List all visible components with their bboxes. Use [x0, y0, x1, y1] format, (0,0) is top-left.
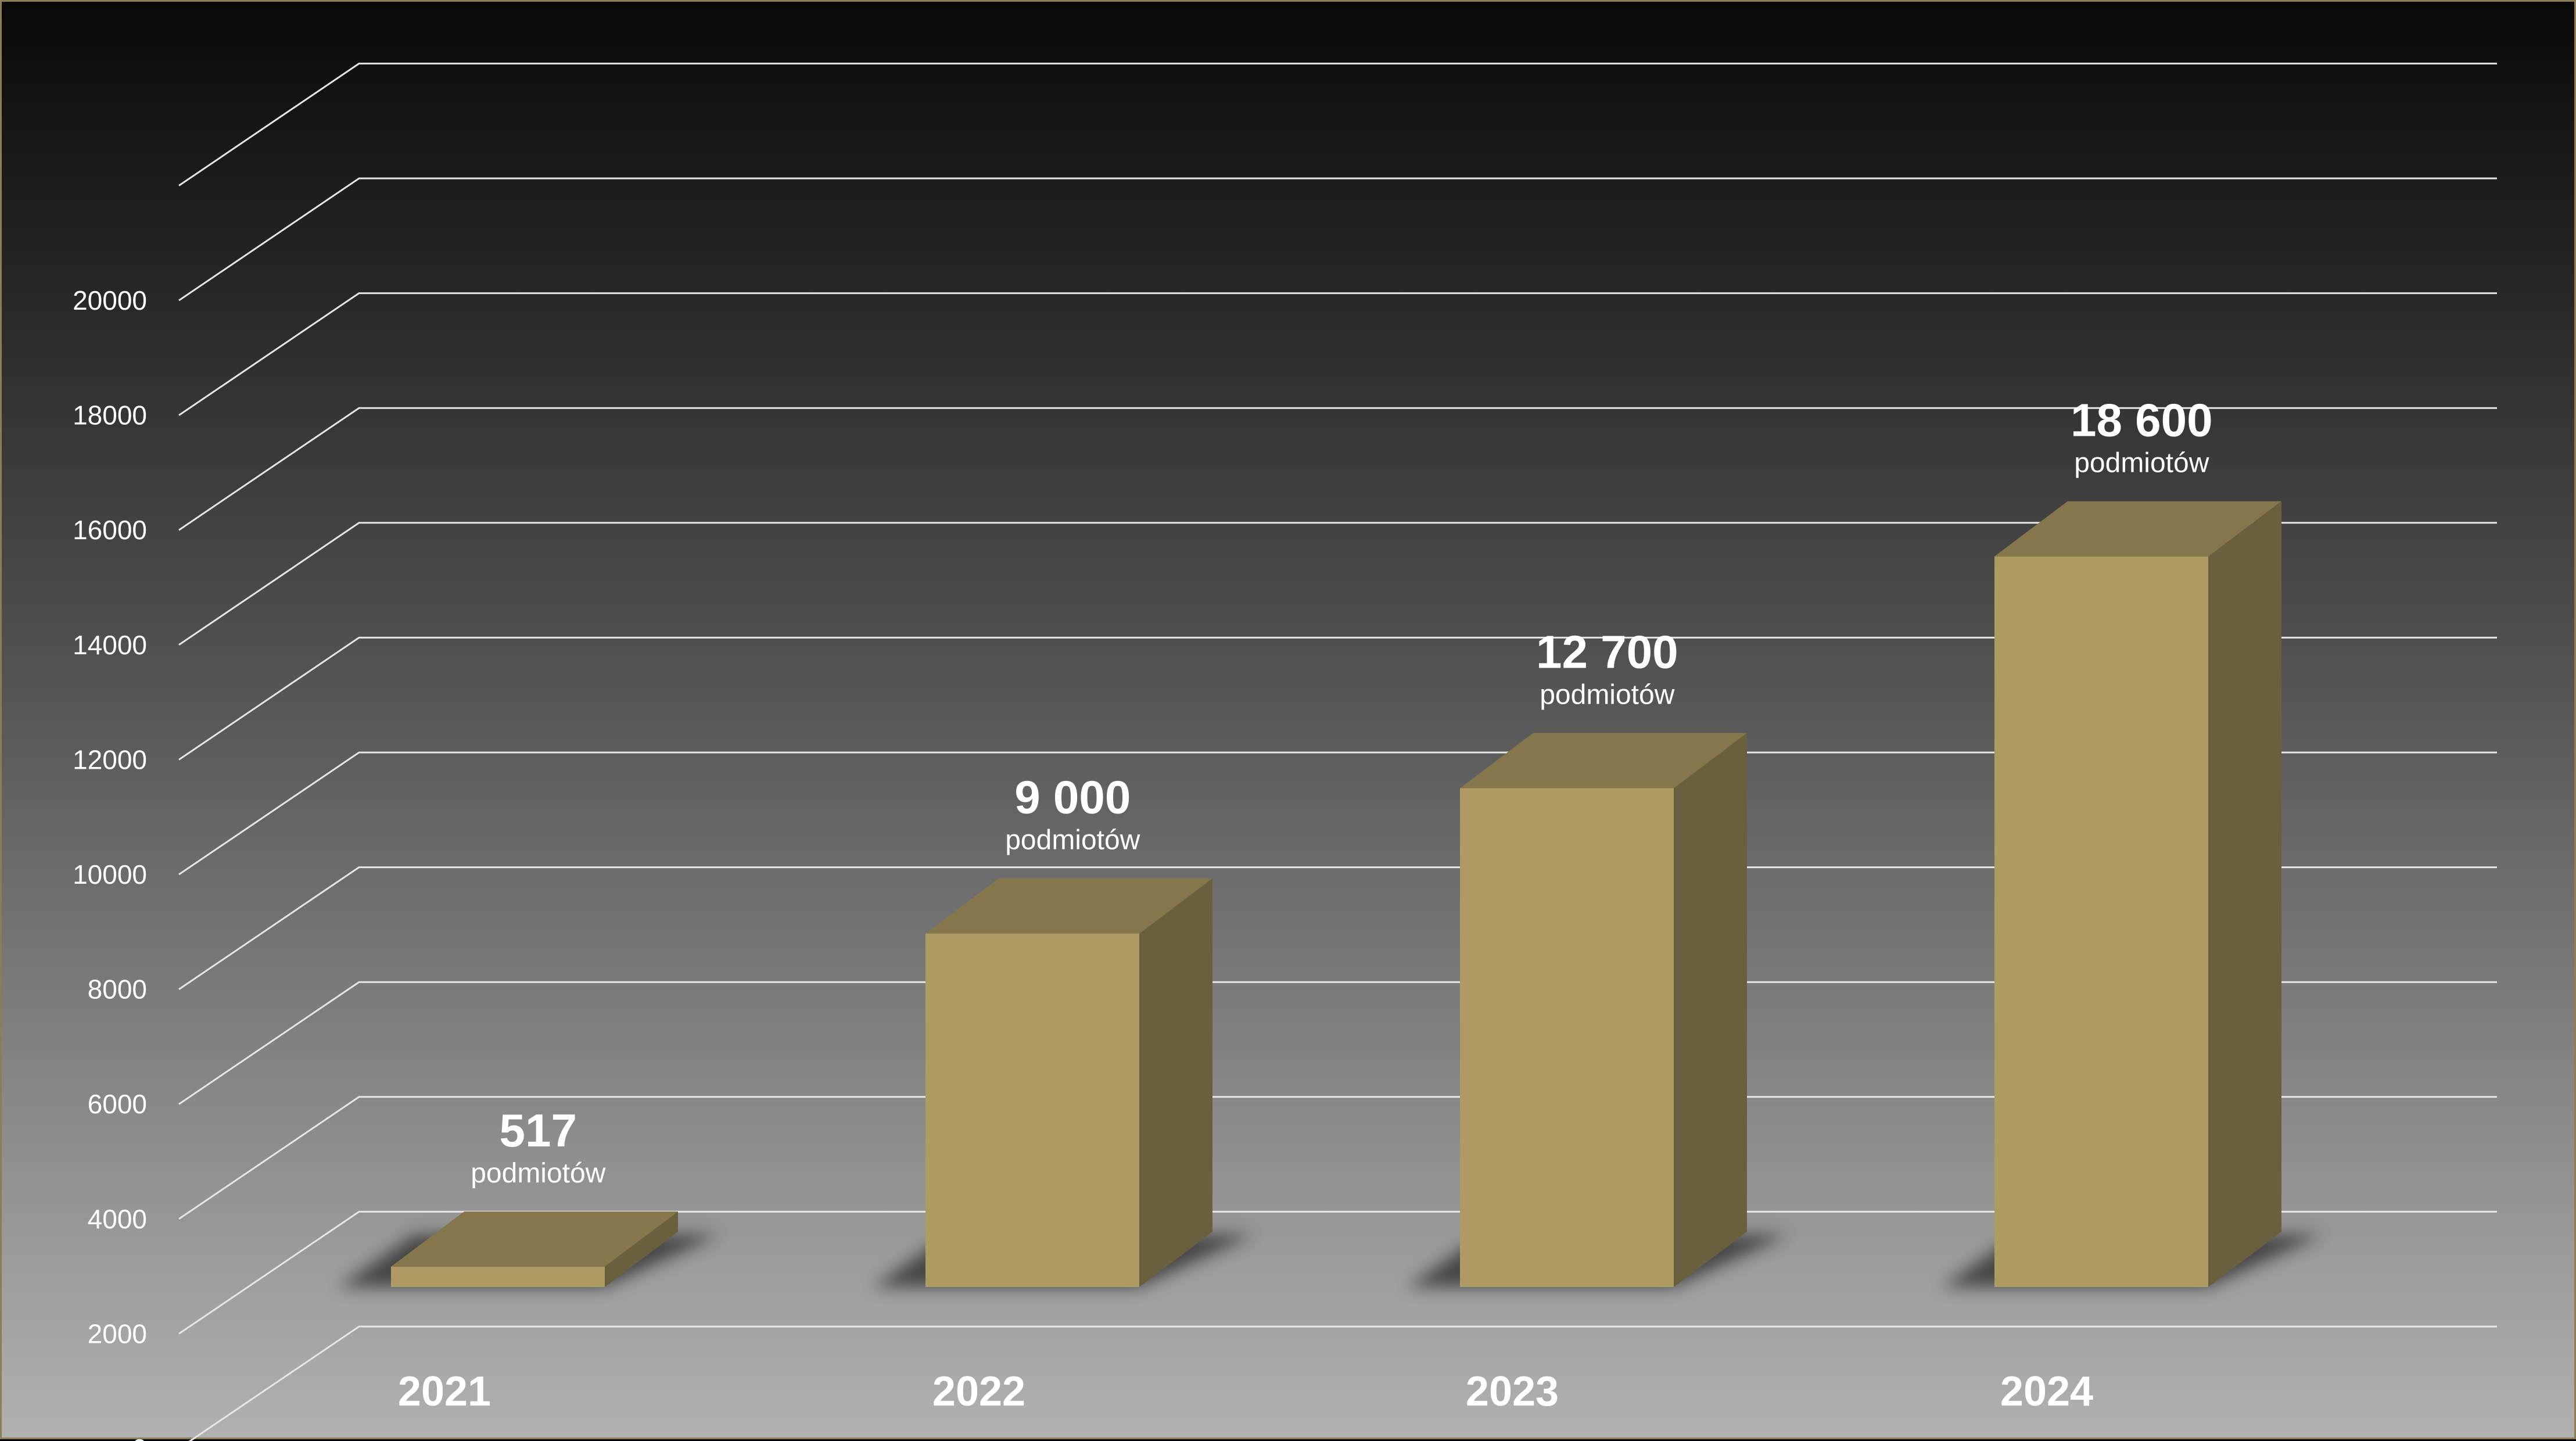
x-category-label: 2022	[932, 1368, 1025, 1415]
gridline	[178, 522, 2497, 646]
x-category-label: 2024	[2000, 1368, 2093, 1415]
gridline	[178, 177, 2497, 302]
y-tick-label: 16000	[73, 515, 147, 545]
gridline	[178, 981, 2497, 1105]
bar-top-face	[391, 1211, 678, 1267]
bar-top-face	[1460, 733, 1747, 788]
data-label: 9 000	[1014, 772, 1131, 823]
x-category-label: 2023	[1466, 1368, 1559, 1415]
bar-front-face	[925, 933, 1139, 1287]
bar-front-face	[1460, 788, 1674, 1287]
data-label: 18 600	[2071, 395, 2213, 446]
y-tick-label: 4000	[88, 1204, 147, 1234]
bar-side-face	[605, 1211, 678, 1287]
y-tick-label: 10000	[73, 859, 147, 890]
gridlines	[178, 62, 2497, 1441]
y-tick-label: 18000	[73, 400, 147, 431]
bar-side-face	[2208, 501, 2281, 1287]
y-tick-label: 2000	[88, 1318, 147, 1349]
bar-front-face	[391, 1267, 605, 1287]
bar-side-face	[1139, 878, 1212, 1287]
gridline	[178, 1210, 2497, 1335]
gridline	[178, 407, 2497, 531]
data-label: 12 700	[1536, 626, 1678, 678]
bar-front-face	[1994, 556, 2208, 1287]
y-tick-label: 0	[132, 1433, 147, 1441]
bar-side-face	[1674, 733, 1747, 1287]
gridline	[178, 866, 2497, 990]
gridline	[178, 62, 2497, 187]
bar-top-face	[925, 878, 1212, 934]
y-tick-label: 8000	[88, 974, 147, 1005]
data-label-unit: podmiotów	[471, 1158, 605, 1189]
y-axis-ticks: 0 2000 4000 6000 8000 10000 12000 14000 16000 180…	[73, 285, 147, 1441]
data-label-unit: podmiotów	[2074, 448, 2209, 479]
y-tick-label: 14000	[73, 630, 147, 660]
gridline	[178, 292, 2497, 416]
gridline	[178, 1096, 2497, 1220]
gridline	[178, 751, 2497, 876]
data-label-unit: podmiotów	[1005, 825, 1140, 856]
bar-top-face	[1994, 501, 2281, 557]
y-tick-label: 12000	[73, 744, 147, 775]
x-axis-categories: 2021 2022 2023 2024	[398, 1368, 2093, 1415]
data-label-unit: podmiotów	[1540, 679, 1674, 710]
y-tick-label: 20000	[73, 285, 147, 316]
data-label: 517	[500, 1105, 577, 1156]
y-tick-label: 6000	[88, 1089, 147, 1119]
x-category-label: 2021	[398, 1368, 491, 1415]
gridline	[178, 636, 2497, 761]
gridline	[188, 1325, 2497, 1441]
